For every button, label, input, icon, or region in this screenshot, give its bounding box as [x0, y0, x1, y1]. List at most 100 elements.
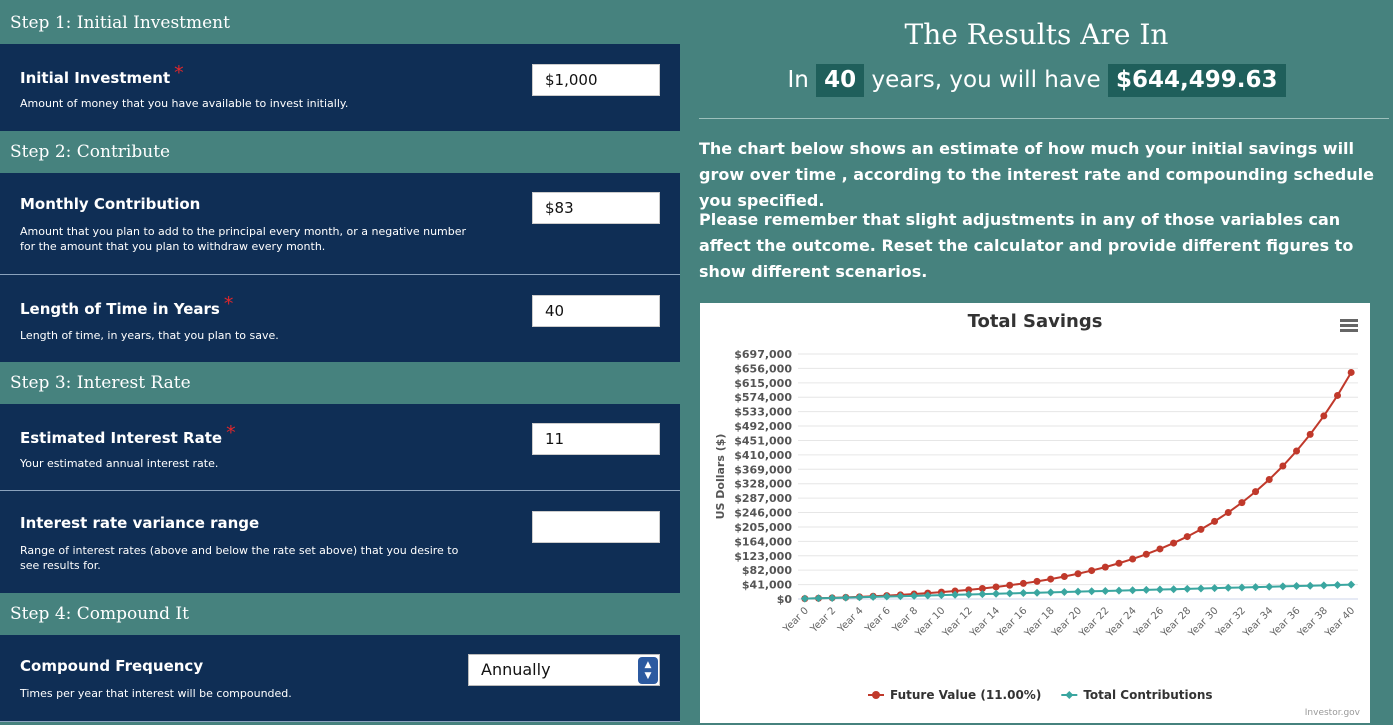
results-summary: In 40 years, you will have $644,499.63	[680, 64, 1393, 97]
data-point	[1047, 575, 1055, 583]
data-point	[1074, 587, 1082, 596]
data-point	[965, 586, 973, 594]
length-of-time-desc: Length of time, in years, that you plan …	[20, 329, 279, 342]
data-point	[1251, 583, 1260, 592]
interest-rate-label-text: Estimated Interest Rate	[20, 429, 223, 447]
monthly-contribution-input[interactable]: $83	[532, 192, 660, 224]
x-tick-label: Year 38	[1295, 605, 1330, 640]
data-point	[1087, 587, 1096, 596]
data-point	[978, 584, 986, 592]
results-paragraph-2: Please remember that slight adjustments …	[699, 210, 1354, 281]
y-tick-label: $123,000	[734, 550, 792, 563]
data-point	[1101, 563, 1109, 571]
data-point	[964, 590, 973, 599]
data-point	[1060, 587, 1069, 596]
y-tick-label: $369,000	[734, 463, 792, 476]
y-tick-label: $0	[777, 593, 793, 606]
x-tick-label: Year 12	[940, 605, 975, 640]
data-point	[1347, 580, 1356, 589]
compound-frequency-value: Annually	[481, 660, 551, 679]
data-point	[910, 591, 919, 600]
data-point	[1101, 586, 1110, 595]
data-point	[1169, 585, 1178, 594]
legend-marker	[1065, 691, 1074, 699]
data-point	[1333, 580, 1342, 589]
data-point	[1278, 582, 1287, 591]
results-in-text: In	[787, 67, 809, 93]
x-tick-label: Year 6	[863, 605, 893, 635]
data-point	[1293, 447, 1301, 455]
x-tick-label: Year 4	[835, 605, 865, 635]
y-tick-label: $328,000	[734, 478, 792, 491]
results-paragraph-1: The chart below shows an estimate of how…	[699, 139, 1374, 210]
compound-frequency-desc: Times per year that interest will be com…	[20, 687, 292, 700]
x-tick-label: Year 2	[808, 605, 838, 635]
data-point	[1142, 585, 1151, 594]
step-1-header: Step 1: Initial Investment	[0, 2, 680, 44]
initial-investment-label-text: Initial Investment	[20, 69, 171, 87]
legend-marker	[872, 691, 880, 699]
data-point	[1155, 585, 1164, 594]
results-will-have-text: years, you will have	[871, 67, 1101, 93]
legend-label: Future Value (11.00%)	[890, 688, 1041, 702]
y-tick-label: $246,000	[734, 507, 792, 520]
data-point	[1252, 488, 1260, 496]
data-point	[1306, 430, 1314, 438]
x-tick-label: Year 0	[781, 605, 811, 635]
data-point	[1320, 412, 1328, 420]
required-asterisk: *	[174, 62, 184, 84]
interest-rate-input[interactable]: 11	[532, 423, 660, 455]
y-tick-label: $205,000	[734, 521, 792, 534]
data-point	[1074, 570, 1082, 578]
results-amount-badge: $644,499.63	[1108, 64, 1286, 97]
data-point	[828, 593, 837, 602]
data-point	[1334, 391, 1342, 399]
contribute-panel: Monthly Contribution Amount that you pla…	[0, 173, 680, 362]
y-tick-label: $615,000	[734, 377, 792, 390]
length-of-time-label-text: Length of Time in Years	[20, 300, 220, 318]
initial-investment-label: Initial Investment *	[20, 62, 184, 88]
data-point	[814, 594, 823, 603]
data-point	[896, 592, 905, 601]
step-4-header: Step 4: Compound It	[0, 593, 680, 635]
results-title: The Results Are In	[904, 18, 1169, 51]
field-divider	[0, 721, 680, 722]
initial-investment-desc: Amount of money that you have available …	[20, 97, 349, 110]
data-point	[1224, 508, 1232, 516]
results-divider	[699, 118, 1389, 119]
field-divider	[0, 490, 680, 491]
data-point	[1238, 499, 1246, 507]
data-point	[951, 590, 960, 599]
x-tick-label: Year 40	[1323, 605, 1358, 640]
x-tick-label: Year 28	[1159, 605, 1194, 640]
data-point	[1005, 589, 1014, 598]
data-point	[978, 590, 987, 599]
x-tick-label: Year 26	[1131, 605, 1166, 640]
data-point	[1197, 525, 1205, 533]
compound-frequency-select[interactable]: Annually ▲ ▼	[468, 654, 660, 686]
data-point	[1128, 586, 1137, 595]
legend-label: Total Contributions	[1083, 688, 1212, 702]
x-tick-label: Year 16	[995, 605, 1030, 640]
data-point	[1046, 588, 1055, 597]
y-tick-label: $82,000	[742, 564, 792, 577]
interest-rate-label: Estimated Interest Rate *	[20, 422, 236, 448]
data-point	[869, 592, 878, 601]
y-tick-label: $164,000	[734, 535, 792, 548]
menu-icon[interactable]	[1340, 319, 1358, 333]
y-tick-label: $451,000	[734, 434, 792, 447]
required-asterisk: *	[223, 293, 234, 315]
initial-investment-input[interactable]: $1,000	[532, 64, 660, 96]
variance-range-input[interactable]	[532, 511, 660, 543]
x-tick-label: Year 36	[1268, 605, 1303, 640]
chart-credit: Investor.gov	[1304, 708, 1360, 718]
y-tick-label: $697,000	[734, 348, 792, 361]
field-divider	[0, 274, 680, 275]
length-of-time-input[interactable]: 40	[532, 295, 660, 327]
data-point	[1265, 475, 1273, 483]
x-tick-label: Year 20	[1049, 605, 1084, 640]
x-tick-label: Year 32	[1213, 605, 1248, 640]
data-point	[1142, 550, 1150, 558]
data-point	[1115, 559, 1123, 567]
data-point	[1170, 539, 1178, 547]
